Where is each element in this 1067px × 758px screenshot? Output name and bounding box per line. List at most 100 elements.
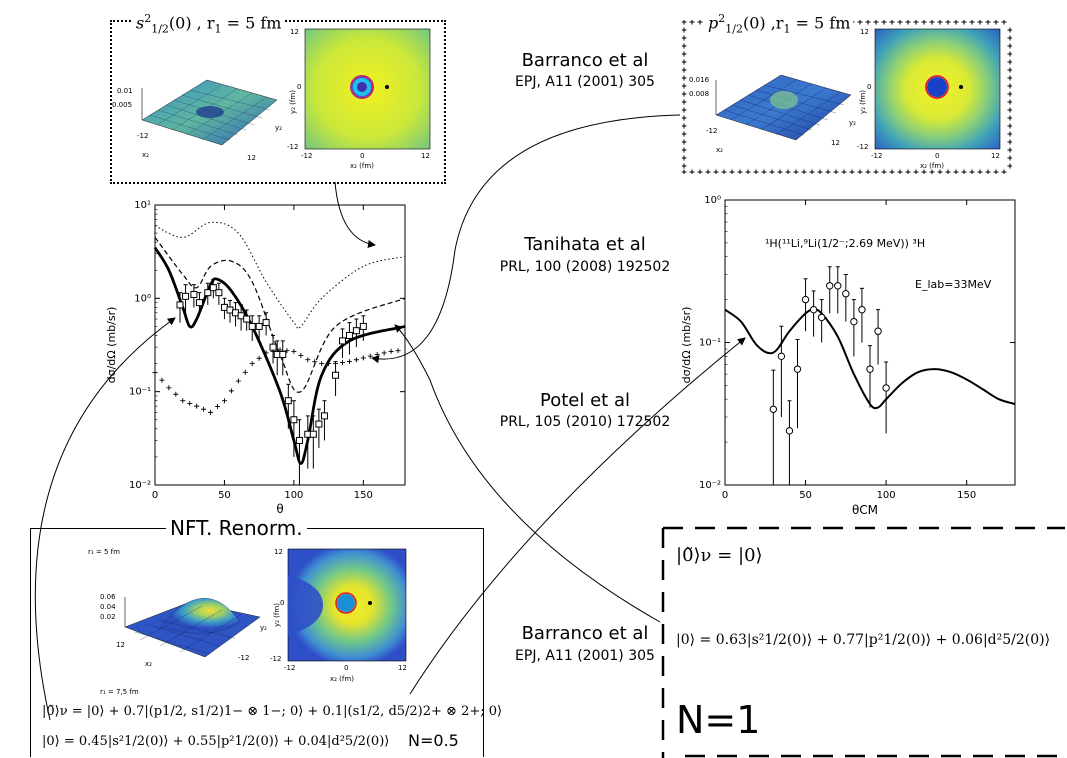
left-cross-mark	[305, 357, 311, 363]
nft-surface-plot: 0.06 0.04 0.02 12 x₂ y₂ -12	[100, 593, 267, 668]
border-plus-mark	[881, 20, 887, 25]
right-data-point	[817, 313, 826, 322]
right-data-point	[858, 305, 866, 314]
p-map-ytick-bottom: -12	[857, 143, 868, 151]
left-series-dotted-line	[154, 221, 406, 330]
border-plus-mark	[689, 169, 695, 174]
border-plus-mark	[945, 169, 951, 174]
nft-surface-ztick-1: 0.06	[100, 593, 116, 601]
left-cross-mark	[326, 361, 332, 367]
border-plus-mark	[785, 169, 791, 174]
left-data-point	[255, 322, 263, 330]
p-surface-ylabel: y₂	[849, 119, 856, 127]
border-plus-mark	[705, 169, 711, 174]
reference-1-cite: EPJ, A11 (2001) 305	[515, 74, 655, 90]
left-cross-mark	[201, 406, 207, 412]
border-plus-mark	[905, 169, 911, 174]
p-surface-ztick-1: 0.016	[689, 76, 710, 84]
right-xtick-label: 0	[722, 490, 728, 501]
nft-r1-top: r₁ = 5 fm	[88, 548, 120, 556]
right-chart-ylabel: dσ/dΩ (mb/sr)	[680, 307, 693, 384]
right-data-point	[834, 282, 842, 290]
left-data-point	[295, 436, 303, 444]
border-plus-mark	[682, 43, 687, 49]
border-plus-mark	[769, 169, 775, 174]
border-plus-mark	[865, 20, 871, 25]
left-data-point	[269, 343, 277, 351]
left-cross-mark	[208, 409, 214, 415]
border-plus-mark	[1007, 43, 1012, 49]
border-plus-mark	[689, 20, 695, 25]
left-cross-mark	[215, 404, 220, 410]
border-plus-mark	[682, 59, 687, 65]
p-map-xtick-mid: 0	[935, 152, 939, 160]
nft-surface-ztick-3: 0.02	[100, 613, 116, 621]
nft-map-ylabel: y₂ (fm)	[273, 603, 281, 627]
left-ytick-label: 10¹	[134, 200, 151, 211]
border-plus-mark	[1007, 59, 1012, 65]
right-data-point	[866, 365, 874, 373]
s-map-xlabel: x₂ (fm)	[350, 162, 374, 170]
border-plus-mark	[1007, 67, 1012, 73]
nft-map-ytick-bottom: -12	[270, 655, 281, 663]
left-data-point	[262, 319, 270, 327]
border-plus-mark	[801, 169, 807, 174]
border-plus-mark	[1001, 169, 1007, 174]
left-cross-mark	[180, 398, 186, 404]
left-chart-frame	[154, 204, 406, 486]
left-data-point	[215, 289, 223, 297]
right-chart-xlabel: θCM	[852, 503, 878, 517]
border-plus-mark	[1007, 83, 1012, 89]
border-plus-mark	[817, 169, 823, 174]
reference-2-name: Tanihata et al	[524, 234, 646, 255]
border-plus-mark	[953, 20, 959, 25]
left-data-point	[339, 337, 346, 345]
border-plus-mark	[889, 169, 895, 174]
right-n-label: N=1	[676, 698, 761, 742]
border-plus-mark	[937, 169, 943, 174]
reference-2-cite: PRL, 100 (2008) 192502	[499, 259, 671, 275]
border-plus-mark	[713, 169, 719, 174]
nft-surface-ylabel: y₂	[260, 624, 267, 632]
left-ytick-label: 10⁰	[134, 293, 151, 304]
left-data-point	[320, 412, 328, 420]
border-plus-mark	[682, 35, 687, 41]
nft-density-map: 12 0 -12 -12 0 12 x₂ (fm) y₂ (fm)	[270, 548, 407, 683]
p-map-xtick-right: 12	[991, 152, 1000, 160]
border-plus-mark	[913, 20, 919, 25]
border-plus-mark	[985, 169, 991, 174]
nft-map-xtick-mid: 0	[344, 664, 348, 672]
right-data-point	[882, 384, 890, 392]
border-plus-mark	[1007, 27, 1012, 33]
border-plus-mark	[841, 169, 847, 174]
border-plus-mark	[682, 20, 687, 25]
right-data-point	[793, 365, 802, 373]
left-cross-mark	[353, 357, 359, 363]
border-plus-mark	[682, 163, 687, 169]
left-cross-mark	[235, 378, 241, 384]
border-plus-mark	[873, 20, 879, 25]
left-ytick-label: 10⁻²	[129, 480, 151, 491]
left-data-point	[315, 420, 323, 428]
border-plus-mark	[753, 169, 759, 174]
border-plus-mark	[745, 169, 751, 174]
s-wave-title: s21/2(0) , r1 = 5 fm	[133, 12, 285, 36]
border-plus-mark	[682, 131, 687, 137]
p-surface-xlabel: x₂	[716, 146, 723, 154]
s-surface-xtick: -12	[137, 132, 148, 140]
border-plus-mark	[682, 123, 687, 129]
border-plus-mark	[682, 75, 687, 81]
right-equation-1: |0̃⟩ν = |0⟩	[676, 545, 763, 566]
left-cross-mark	[319, 361, 325, 367]
border-plus-mark	[945, 20, 951, 25]
border-plus-mark	[737, 169, 743, 174]
border-plus-mark	[889, 20, 895, 25]
left-data-point	[190, 290, 198, 298]
p-surface-ytick: 12	[831, 139, 840, 147]
left-cross-mark	[360, 355, 366, 361]
left-cross-mark	[249, 361, 255, 367]
left-chart-xlabel: θ	[276, 502, 283, 516]
right-ytick-label: 10⁻¹	[699, 338, 721, 349]
left-cross-mark	[340, 360, 345, 366]
p-map-xlabel: x₂ (fm)	[920, 162, 944, 170]
